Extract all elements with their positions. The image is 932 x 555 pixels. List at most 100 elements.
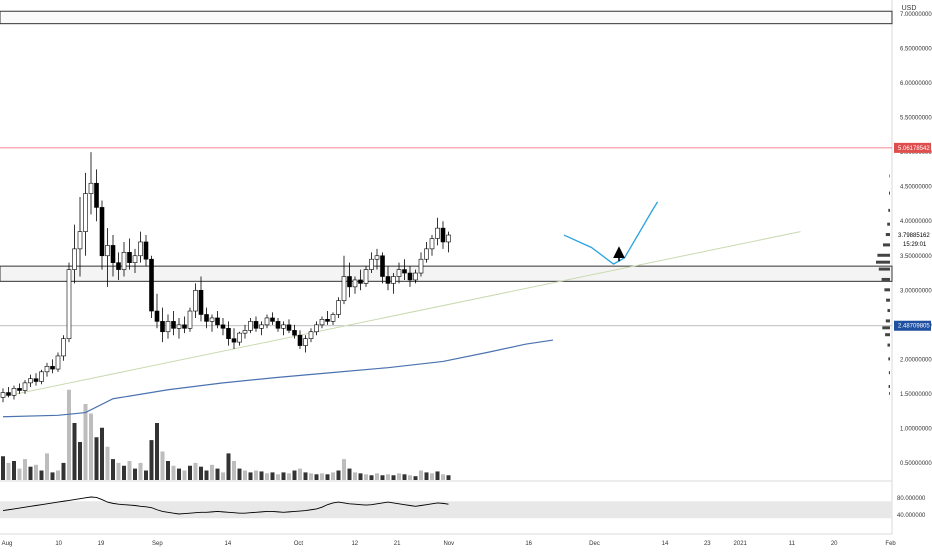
volume-bar bbox=[1, 456, 5, 480]
candle-body bbox=[292, 330, 297, 336]
volume-bar bbox=[314, 474, 319, 480]
candle-body bbox=[303, 338, 308, 346]
volume-bar bbox=[292, 470, 297, 480]
volume-bar bbox=[215, 468, 220, 480]
time-tick-label: 2021 bbox=[734, 541, 748, 547]
candle-body bbox=[154, 310, 160, 322]
top-band-zone bbox=[0, 10, 893, 25]
price-axis-background bbox=[892, 0, 932, 550]
volume-bar bbox=[116, 462, 121, 480]
price-tick-label: 4.00000000 bbox=[900, 219, 932, 225]
candle-body bbox=[336, 300, 341, 315]
candle-body bbox=[138, 241, 143, 257]
volume-bar bbox=[226, 453, 231, 480]
rsi-tick-label: 40.000000 bbox=[897, 513, 926, 519]
volume-bar bbox=[331, 472, 335, 480]
candle-body bbox=[424, 248, 429, 260]
volume-bar bbox=[182, 470, 187, 480]
candle-body bbox=[187, 310, 193, 329]
volume-profile-bar bbox=[889, 174, 890, 178]
volume-profile-bar bbox=[882, 326, 890, 330]
volume-bar bbox=[424, 472, 429, 480]
volume-bar bbox=[144, 470, 148, 480]
moving-average-line bbox=[2, 339, 554, 418]
time-tick-label: 11 bbox=[789, 541, 796, 547]
candle-body bbox=[220, 324, 226, 329]
volume-bar bbox=[408, 475, 412, 480]
time-tick-label: 19 bbox=[98, 541, 105, 547]
price-tick-label: 2.00000000 bbox=[900, 357, 932, 363]
volume-profile-bar bbox=[888, 208, 890, 212]
volume-bar bbox=[155, 423, 159, 480]
projection-drawing bbox=[563, 201, 659, 265]
volume-bar bbox=[243, 470, 247, 480]
candle-body bbox=[110, 245, 116, 263]
time-axis-ticks: Aug 10 19 Sep 14 Oct 12 21 Nov 16 Dec 14 23 2021 11 20 F… bbox=[2, 541, 897, 547]
volume-bars bbox=[1, 389, 451, 480]
volume-bar bbox=[61, 462, 66, 480]
volume-bar bbox=[237, 468, 242, 480]
candle-body bbox=[193, 290, 198, 312]
price-tick-label: 6.00000000 bbox=[900, 81, 932, 87]
volume-profile-bar bbox=[885, 233, 890, 237]
volume-profile-bar bbox=[888, 385, 890, 389]
volume-bar bbox=[127, 461, 132, 480]
candle-body bbox=[28, 378, 33, 384]
volume-bar bbox=[397, 473, 401, 480]
candle-body bbox=[396, 269, 402, 277]
volume-bar bbox=[342, 459, 346, 480]
volume-profile-bar bbox=[889, 191, 890, 195]
candle-body bbox=[182, 324, 187, 329]
rsi-indicator: 80.000000 40.000000 bbox=[0, 496, 926, 519]
volume-profile-bar bbox=[876, 260, 890, 264]
resistance-price-badge-background bbox=[894, 142, 931, 153]
candle-body bbox=[50, 365, 55, 370]
candle-body bbox=[61, 338, 66, 357]
candle-body bbox=[352, 279, 358, 288]
time-tick-label: Aug bbox=[2, 541, 13, 547]
candle-body bbox=[66, 269, 72, 339]
resistance-price-badge: 5.06178542 bbox=[898, 146, 930, 152]
time-tick-label: 16 bbox=[525, 541, 532, 547]
candle-body bbox=[440, 227, 446, 243]
candle-body bbox=[418, 258, 424, 274]
candle-body bbox=[198, 290, 204, 315]
candle-body bbox=[380, 255, 385, 277]
horizontal-levels bbox=[0, 10, 893, 327]
volume-bar bbox=[177, 468, 181, 480]
volume-bar bbox=[83, 404, 88, 480]
volume-bar bbox=[413, 476, 418, 480]
volume-profile-bar bbox=[884, 288, 890, 292]
volume-profile-bar bbox=[888, 371, 890, 375]
volume-bar bbox=[199, 466, 203, 480]
volume-bar bbox=[265, 473, 269, 480]
candle-body bbox=[237, 332, 242, 343]
candle-body bbox=[6, 392, 11, 396]
candle-body bbox=[127, 252, 132, 263]
volume-bar bbox=[138, 462, 143, 480]
volume-bar bbox=[17, 468, 22, 480]
volume-bar bbox=[34, 464, 38, 480]
candle-body bbox=[72, 248, 77, 270]
volume-profile-bar bbox=[885, 333, 890, 337]
candle-body bbox=[83, 193, 88, 232]
candle-body bbox=[160, 321, 165, 333]
candle-body bbox=[413, 272, 418, 281]
candle-body bbox=[132, 255, 138, 263]
volume-bar bbox=[100, 427, 104, 480]
rsi-tick-label: 80.000000 bbox=[897, 496, 926, 502]
price-tick-label: 7.00000000 bbox=[900, 12, 932, 18]
volume-bar bbox=[166, 461, 170, 480]
price-tick-label: 3.50000000 bbox=[900, 254, 932, 260]
price-badges: 5.06178542 3.79885162 15:29:01 2.48709805 bbox=[894, 142, 931, 331]
candle-body bbox=[94, 182, 99, 208]
volume-bar bbox=[149, 440, 154, 480]
candle-body bbox=[286, 324, 292, 331]
candle-body bbox=[297, 334, 303, 346]
volume-bar bbox=[133, 468, 137, 480]
price-tick-label: 0.50000000 bbox=[900, 461, 932, 467]
candle-body bbox=[253, 321, 259, 329]
volume-bar bbox=[111, 459, 115, 480]
